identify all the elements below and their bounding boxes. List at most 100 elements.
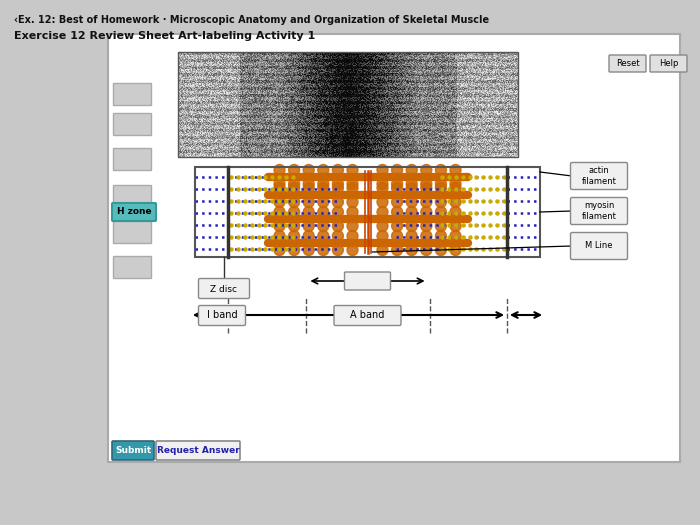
- Circle shape: [332, 196, 344, 207]
- Circle shape: [377, 220, 388, 232]
- Circle shape: [391, 178, 402, 190]
- Circle shape: [450, 206, 461, 217]
- Circle shape: [450, 178, 461, 190]
- Text: Request Answer: Request Answer: [157, 446, 239, 455]
- Circle shape: [332, 164, 344, 175]
- Circle shape: [406, 196, 417, 207]
- Text: Z disc: Z disc: [211, 285, 237, 293]
- Circle shape: [332, 230, 344, 242]
- Circle shape: [303, 230, 314, 242]
- Circle shape: [332, 206, 344, 217]
- Text: ‹Ex. 12: Best of Homework · Microscopic Anatomy and Organization of Skeletal Mus: ‹Ex. 12: Best of Homework · Microscopic …: [14, 15, 489, 25]
- Circle shape: [450, 220, 461, 232]
- Circle shape: [435, 164, 447, 175]
- Circle shape: [303, 178, 314, 190]
- Circle shape: [450, 196, 461, 207]
- Circle shape: [421, 183, 432, 194]
- Bar: [113, 185, 151, 207]
- Text: Exercise 12 Review Sheet Art-labeling Activity 1: Exercise 12 Review Sheet Art-labeling Ac…: [14, 31, 315, 41]
- Circle shape: [435, 206, 447, 217]
- Text: actin
filament: actin filament: [582, 166, 617, 186]
- Circle shape: [274, 164, 285, 175]
- Circle shape: [318, 178, 329, 190]
- Circle shape: [421, 245, 432, 256]
- Circle shape: [332, 245, 344, 256]
- Circle shape: [421, 164, 432, 175]
- Circle shape: [406, 230, 417, 242]
- FancyBboxPatch shape: [334, 306, 401, 326]
- Circle shape: [303, 220, 314, 232]
- Circle shape: [347, 245, 358, 256]
- Bar: [178, 52, 518, 157]
- FancyBboxPatch shape: [112, 441, 154, 460]
- Circle shape: [377, 245, 388, 256]
- FancyBboxPatch shape: [570, 233, 627, 259]
- Circle shape: [347, 178, 358, 190]
- Text: A band: A band: [350, 310, 385, 320]
- Circle shape: [288, 220, 300, 232]
- FancyBboxPatch shape: [156, 441, 240, 460]
- Circle shape: [318, 196, 329, 207]
- Circle shape: [450, 230, 461, 242]
- Text: myosin
filament: myosin filament: [582, 201, 617, 221]
- FancyBboxPatch shape: [570, 163, 627, 190]
- Circle shape: [318, 230, 329, 242]
- FancyBboxPatch shape: [609, 55, 646, 72]
- Circle shape: [347, 206, 358, 217]
- Bar: [113, 148, 151, 170]
- Circle shape: [406, 245, 417, 256]
- Circle shape: [288, 164, 300, 175]
- Circle shape: [303, 245, 314, 256]
- Circle shape: [391, 230, 402, 242]
- Circle shape: [421, 206, 432, 217]
- FancyBboxPatch shape: [199, 278, 249, 299]
- Circle shape: [406, 164, 417, 175]
- Circle shape: [318, 220, 329, 232]
- Text: Help: Help: [659, 59, 678, 68]
- FancyBboxPatch shape: [199, 306, 246, 326]
- Circle shape: [391, 245, 402, 256]
- Circle shape: [377, 164, 388, 175]
- Circle shape: [347, 220, 358, 232]
- Circle shape: [274, 196, 285, 207]
- Circle shape: [406, 183, 417, 194]
- FancyBboxPatch shape: [650, 55, 687, 72]
- Circle shape: [406, 220, 417, 232]
- Circle shape: [274, 178, 285, 190]
- Circle shape: [377, 196, 388, 207]
- Circle shape: [421, 220, 432, 232]
- Circle shape: [450, 245, 461, 256]
- Circle shape: [377, 183, 388, 194]
- Circle shape: [303, 183, 314, 194]
- Text: Submit: Submit: [115, 446, 151, 455]
- Circle shape: [347, 164, 358, 175]
- Circle shape: [274, 245, 285, 256]
- Circle shape: [435, 230, 447, 242]
- Circle shape: [421, 196, 432, 207]
- Circle shape: [303, 206, 314, 217]
- Circle shape: [332, 183, 344, 194]
- Circle shape: [318, 206, 329, 217]
- Bar: [113, 113, 151, 135]
- Circle shape: [450, 183, 461, 194]
- Circle shape: [377, 178, 388, 190]
- Bar: [113, 256, 151, 278]
- Circle shape: [450, 164, 461, 175]
- Bar: [108, 34, 680, 462]
- Circle shape: [274, 206, 285, 217]
- Circle shape: [332, 178, 344, 190]
- Circle shape: [318, 245, 329, 256]
- Circle shape: [274, 230, 285, 242]
- Text: I band: I band: [206, 310, 237, 320]
- Text: Reset: Reset: [616, 59, 639, 68]
- Circle shape: [406, 178, 417, 190]
- Circle shape: [435, 196, 447, 207]
- Circle shape: [303, 164, 314, 175]
- Circle shape: [347, 230, 358, 242]
- Circle shape: [332, 220, 344, 232]
- Circle shape: [391, 183, 402, 194]
- Circle shape: [435, 220, 447, 232]
- Circle shape: [377, 230, 388, 242]
- FancyBboxPatch shape: [344, 272, 391, 290]
- FancyBboxPatch shape: [570, 197, 627, 225]
